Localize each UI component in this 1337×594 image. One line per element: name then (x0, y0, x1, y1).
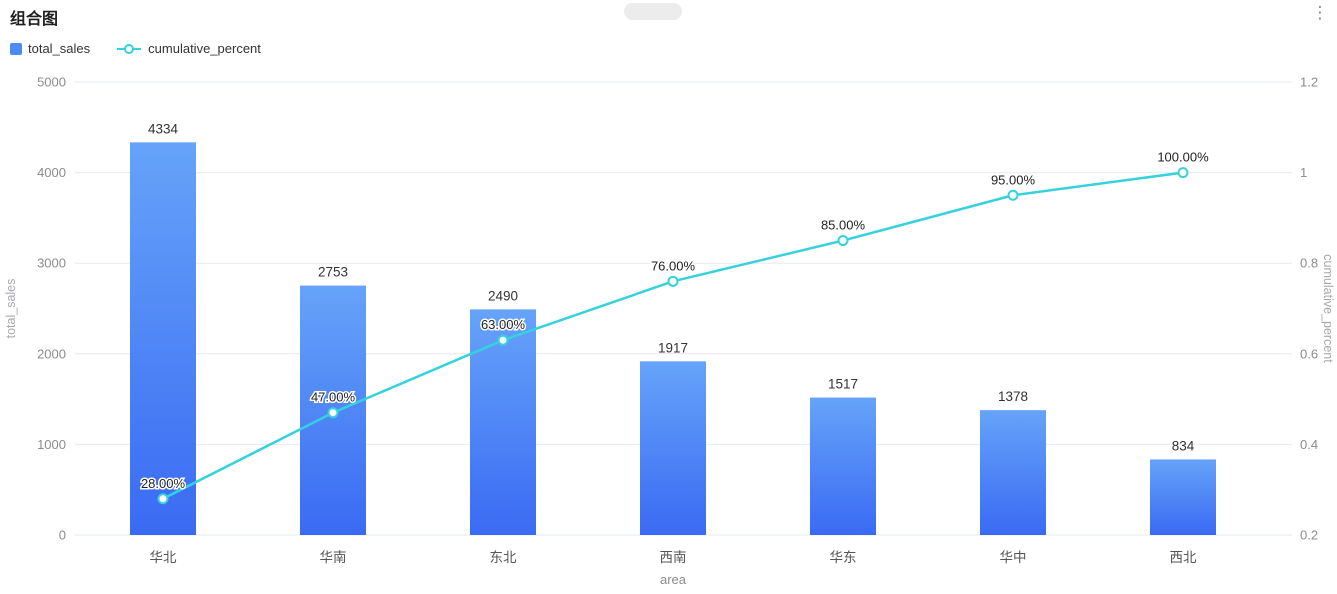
x-category-label: 华北 (150, 550, 177, 565)
y-left-tick-label: 0 (59, 528, 66, 543)
y-right-axis-name: cumulative_percent (1321, 254, 1335, 363)
bar-0[interactable] (130, 142, 196, 535)
y-right-tick-label: 0.4 (1300, 437, 1318, 452)
line-point-label: 100.00% (1157, 150, 1209, 165)
line-point-label: 28.00% (141, 476, 186, 491)
y-left-tick-label: 4000 (37, 165, 66, 180)
bar-value-label: 834 (1172, 438, 1195, 453)
y-left-tick-label: 3000 (37, 256, 66, 271)
x-category-label: 西北 (1170, 550, 1198, 565)
y-left-axis-name: total_sales (4, 279, 18, 339)
bar-series-marker-icon (10, 42, 22, 55)
y-right-tick-label: 1 (1300, 165, 1307, 180)
x-category-label: 华南 (320, 550, 347, 565)
x-category-label: 华东 (830, 550, 857, 565)
bar-6[interactable] (1150, 459, 1216, 535)
line-point-label: 63.00% (481, 317, 526, 332)
y-left-tick-label: 2000 (37, 346, 66, 361)
bar-5[interactable] (980, 410, 1046, 535)
bar-4[interactable] (810, 397, 876, 535)
line-point-label: 95.00% (991, 172, 1036, 187)
bar-2[interactable] (470, 309, 536, 535)
line-series-marker-icon (117, 43, 142, 54)
y-right-tick-label: 0.2 (1300, 528, 1318, 543)
legend-item-cumulative-percent[interactable]: cumulative_percent (116, 41, 261, 56)
legend-item-total-sales[interactable]: total_sales (10, 41, 90, 56)
legend: total_sales cumulative_percent (10, 41, 261, 56)
line-point-0[interactable] (157, 493, 169, 505)
line-point-label: 85.00% (821, 218, 866, 233)
legend-label-cumulative-percent: cumulative_percent (148, 41, 261, 56)
bar-value-label: 1378 (998, 389, 1028, 404)
x-category-label: 西南 (660, 550, 687, 565)
line-point-4[interactable] (837, 235, 849, 247)
chart-header: 组合图 ⋮ (0, 0, 1337, 28)
header-placeholder (624, 3, 682, 20)
line-point-label: 76.00% (651, 258, 696, 273)
bar-value-label: 2490 (488, 288, 518, 303)
y-right-tick-label: 0.8 (1300, 256, 1318, 271)
x-category-label: 东北 (490, 550, 518, 565)
line-point-1[interactable] (327, 407, 339, 419)
bar-3[interactable] (640, 361, 706, 535)
more-options-icon[interactable]: ⋮ (1311, 3, 1329, 22)
y-left-tick-label: 5000 (37, 75, 66, 90)
y-right-tick-label: 1.2 (1300, 75, 1318, 90)
bar-value-label: 1917 (658, 340, 688, 355)
x-category-label: 华中 (1000, 550, 1027, 565)
page-title: 组合图 (10, 11, 59, 28)
line-point-2[interactable] (497, 334, 509, 346)
x-axis-name: area (660, 572, 687, 587)
bar-value-label: 1517 (828, 377, 858, 392)
line-point-5[interactable] (1007, 189, 1019, 201)
line-point-label: 47.00% (311, 390, 356, 405)
bar-value-label: 2753 (318, 265, 348, 280)
line-point-6[interactable] (1177, 167, 1189, 179)
y-right-tick-label: 0.6 (1300, 346, 1318, 361)
line-point-3[interactable] (667, 275, 679, 287)
bar-value-label: 4334 (148, 121, 179, 136)
y-left-tick-label: 1000 (37, 437, 66, 452)
legend-label-total-sales: total_sales (28, 41, 91, 56)
